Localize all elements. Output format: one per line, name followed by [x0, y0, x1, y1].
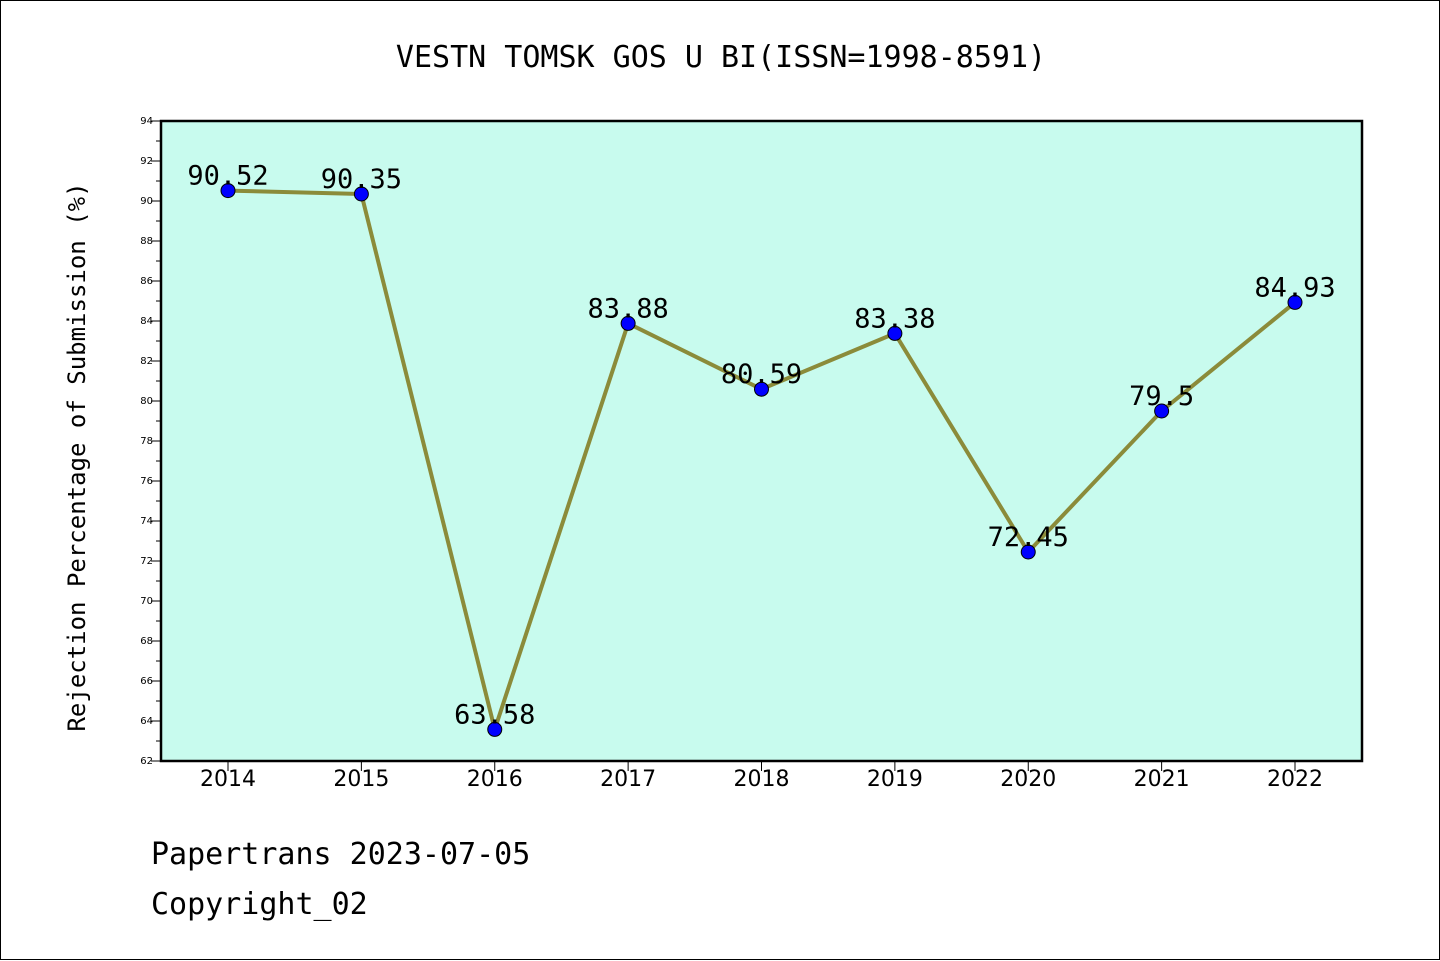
footer-copyright-line: Copyright_02 [151, 887, 368, 922]
y-tick-label: 78 [140, 436, 153, 447]
y-tick-label: 90 [140, 196, 153, 207]
data-label: 80.59 [721, 359, 802, 390]
data-label: 72.45 [988, 522, 1069, 553]
y-tick-label: 66 [140, 676, 153, 687]
series-line-group [226, 188, 1297, 732]
data-point-marker [887, 325, 903, 341]
data-point-marker [1154, 403, 1170, 419]
series-line-segment [759, 331, 897, 392]
data-labels: 90.52 90.35 63.58 83.88 80.59 83.38 72.45 79.5 8… [187, 161, 1335, 731]
plot-border [159, 119, 1364, 763]
y-axis-label: Rejection Percentage of Submission (%) [63, 182, 91, 731]
data-point-marker [220, 183, 236, 199]
y-tick-label: 80 [140, 396, 153, 407]
x-axis-ticks: 2014 2015 2016 2017 2018 2019 2020 2021 2022 [200, 761, 1323, 792]
x-tick-label: 2016 [467, 767, 523, 792]
y-tick-label: 88 [140, 236, 153, 247]
y-tick-label: 94 [140, 116, 153, 127]
footer-date-line: Papertrans 2023-07-05 [151, 837, 531, 872]
data-point-marker [353, 186, 369, 202]
x-tick-label: 2021 [1134, 767, 1190, 792]
x-tick-label: 2017 [600, 767, 656, 792]
series-line-segment [226, 188, 364, 196]
series-line-segment [892, 331, 1031, 554]
series-line-segment [1026, 409, 1164, 554]
series-line-segment [626, 321, 764, 392]
plot-area [161, 121, 1362, 761]
y-tick-label: 84 [140, 316, 153, 327]
y-tick-label: 74 [140, 516, 153, 527]
data-label: 79.5 [1129, 381, 1194, 412]
series-line-segment [359, 192, 497, 732]
x-tick-label: 2018 [734, 767, 790, 792]
data-point-marker [1020, 544, 1036, 560]
data-point-marker [1287, 294, 1303, 310]
chart-title: VESTN TOMSK GOS U BI(ISSN=1998-8591) [396, 40, 1046, 75]
data-label: 83.38 [854, 303, 935, 334]
y-tick-label: 64 [140, 716, 153, 727]
y-axis-ticks: 62 64 66 68 70 72 74 76 78 80 82 84 86 88 90 92 94 [140, 116, 161, 767]
data-point-marker [487, 721, 503, 737]
x-tick-label: 2022 [1267, 767, 1323, 792]
y-tick-label: 92 [140, 156, 153, 167]
y-tick-label: 82 [140, 356, 153, 367]
y-tick-label: 68 [140, 636, 153, 647]
data-label: 90.35 [321, 164, 402, 195]
data-label: 84.93 [1254, 272, 1335, 303]
x-tick-label: 2015 [333, 767, 389, 792]
y-tick-label: 76 [140, 476, 153, 487]
y-tick-label: 86 [140, 276, 153, 287]
data-point-marker [620, 315, 636, 331]
x-tick-label: 2020 [1000, 767, 1056, 792]
x-tick-label: 2019 [867, 767, 923, 792]
data-point-marker [754, 381, 769, 397]
x-tick-label: 2014 [200, 767, 256, 792]
y-tick-label: 62 [140, 756, 153, 767]
series-line-segment [1159, 300, 1297, 413]
data-label: 83.88 [587, 293, 668, 324]
data-label: 90.52 [187, 161, 268, 192]
y-tick-label: 70 [140, 596, 153, 607]
data-markers [220, 183, 1303, 737]
y-tick-label: 72 [140, 556, 153, 567]
series-line-segment [492, 321, 631, 732]
data-label: 63.58 [454, 699, 535, 730]
